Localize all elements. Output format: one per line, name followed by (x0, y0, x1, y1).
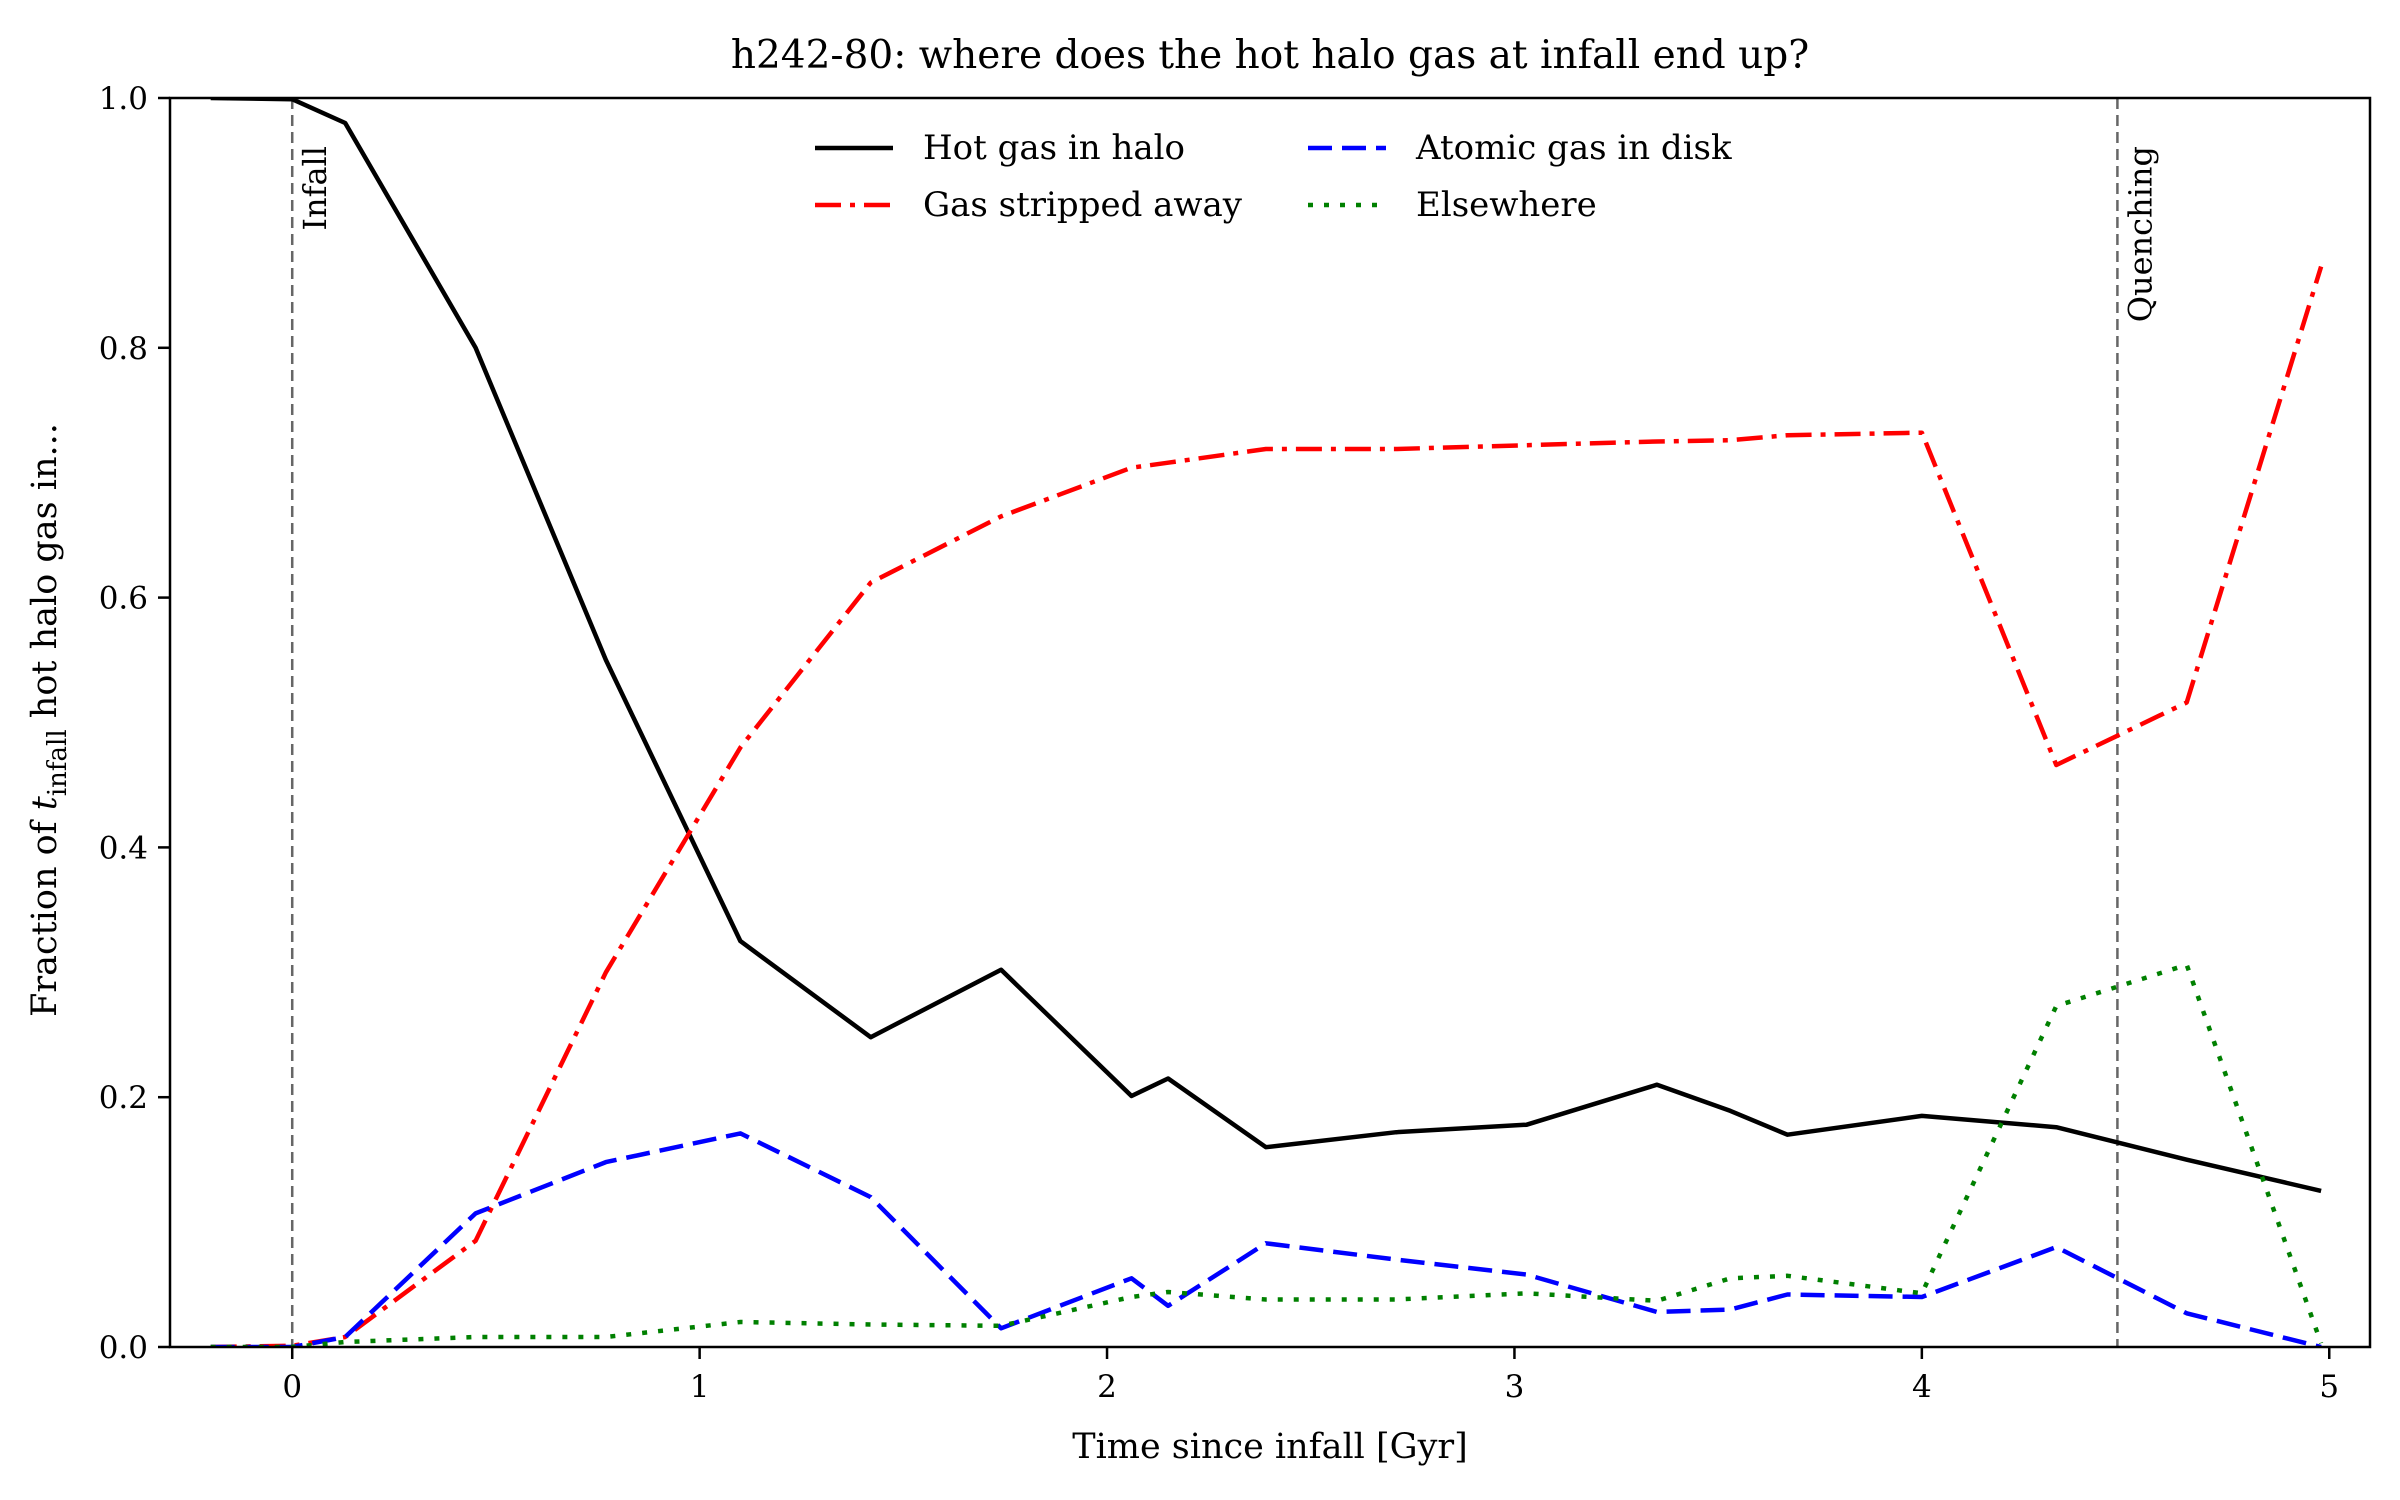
y-axis-label-var: t (25, 795, 65, 810)
legend-label-1: Gas stripped away (923, 185, 1243, 225)
x-axis-label: Time since infall [Gyr] (1072, 1427, 1468, 1467)
y-axis-label-suffix: hot halo gas in... (25, 423, 65, 729)
y-tick-label: 0.4 (99, 830, 148, 866)
y-tick-label: 0.2 (99, 1080, 148, 1116)
y-tick-label: 0.6 (99, 581, 148, 617)
legend: Hot gas in halo Gas stripped away Atomic g… (815, 128, 1732, 225)
chart-title: h242-80: where does the hot halo gas at … (731, 33, 1809, 78)
plot-area: Infall Quenching (210, 98, 2324, 1347)
y-tick-label: 1.0 (99, 81, 148, 117)
axes: 0 1 2 3 4 5 0.0 0.2 0.4 0.6 0.8 1.0 (99, 81, 2372, 1405)
x-tick-label: 5 (2319, 1369, 2339, 1405)
series-line-2 (210, 1131, 2322, 1347)
legend-label-2: Atomic gas in disk (1415, 128, 1732, 168)
series-line-1 (210, 265, 2324, 1347)
x-tick-label: 3 (1505, 1369, 1525, 1405)
y-tick-label: 0.0 (99, 1330, 148, 1366)
legend-label-3: Elsewhere (1416, 185, 1597, 225)
y-tick-label: 0.8 (99, 331, 148, 367)
reference-line-label-0: Infall (296, 146, 334, 231)
y-axis-label: Fraction of tinfall hot halo gas in... (25, 423, 73, 1017)
series-line-0 (210, 98, 2322, 1194)
legend-label-0: Hot gas in halo (923, 128, 1185, 168)
x-tick-label: 1 (690, 1369, 710, 1405)
reference-line-label-1: Quenching (2121, 146, 2159, 322)
x-tick-label: 2 (1097, 1369, 1117, 1405)
plot-frame (168, 96, 2372, 1349)
y-axis-label-sub: infall (43, 729, 73, 796)
series-line-3 (210, 962, 2324, 1347)
y-axis-label-prefix: Fraction of (25, 810, 65, 1017)
x-tick-label: 0 (282, 1369, 302, 1405)
x-tick-label: 4 (1912, 1369, 1932, 1405)
